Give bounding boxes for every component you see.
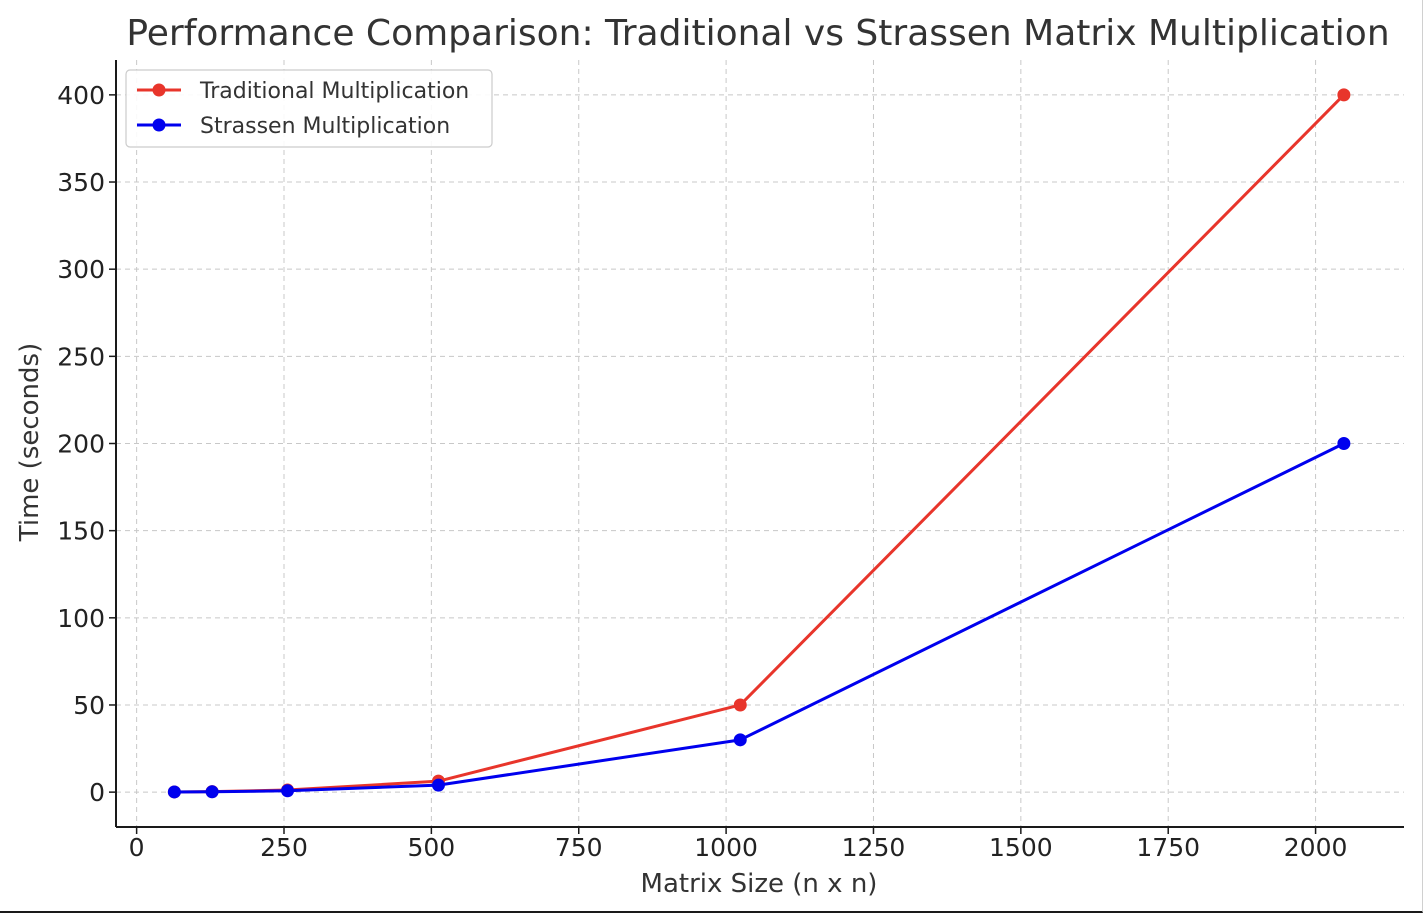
y-tick-label: 300 [57,255,105,284]
legend: Traditional Multiplication Strassen Multi… [125,69,493,148]
strassen-multiplication-point [281,784,295,798]
x-tick-label: 750 [555,833,603,862]
series-layer [167,88,1351,799]
strassen-multiplication-point [431,778,445,792]
strassen-multiplication-point [167,785,181,799]
traditional-multiplication-point [1337,88,1351,102]
traditional-multiplication-legend-marker [152,83,166,97]
traditional-multiplication-point [733,698,747,712]
x-tick-label: 1250 [842,833,906,862]
legend-box [125,69,493,148]
y-tick-label: 100 [57,604,105,633]
y-tick-label: 50 [73,691,105,720]
x-tick-label: 1000 [694,833,758,862]
x-tick-label: 1500 [989,833,1053,862]
grid-layer [116,60,1404,827]
y-tick-label: 0 [89,778,105,807]
y-tick-label: 400 [57,81,105,110]
x-tick-label: 0 [129,833,145,862]
x-axis-label: Matrix Size (n x n) [641,869,878,899]
y-axis-label: Time (seconds) [15,343,45,542]
x-tick-label: 250 [260,833,308,862]
y-tick-label: 250 [57,342,105,371]
x-tick-label: 1750 [1136,833,1200,862]
strassen-multiplication-point [733,733,747,747]
ticks-layer: 0 250 500 750 1000 1250 1500 1750 2000 0 50 100 150 2… [57,81,1347,862]
strassen-multiplication-legend-label: Strassen Multiplication [200,114,450,139]
x-tick-label: 500 [408,833,456,862]
x-tick-label: 2000 [1284,833,1348,862]
y-tick-label: 200 [57,430,105,459]
y-tick-label: 350 [57,168,105,197]
chart-title: Performance Comparison: Traditional vs S… [126,13,1389,54]
traditional-multiplication-legend-label: Traditional Multiplication [199,79,469,104]
y-tick-label: 150 [57,517,105,546]
strassen-multiplication-point [205,785,219,799]
strassen-multiplication-legend-marker [152,118,166,132]
strassen-multiplication-point [1337,437,1351,450]
